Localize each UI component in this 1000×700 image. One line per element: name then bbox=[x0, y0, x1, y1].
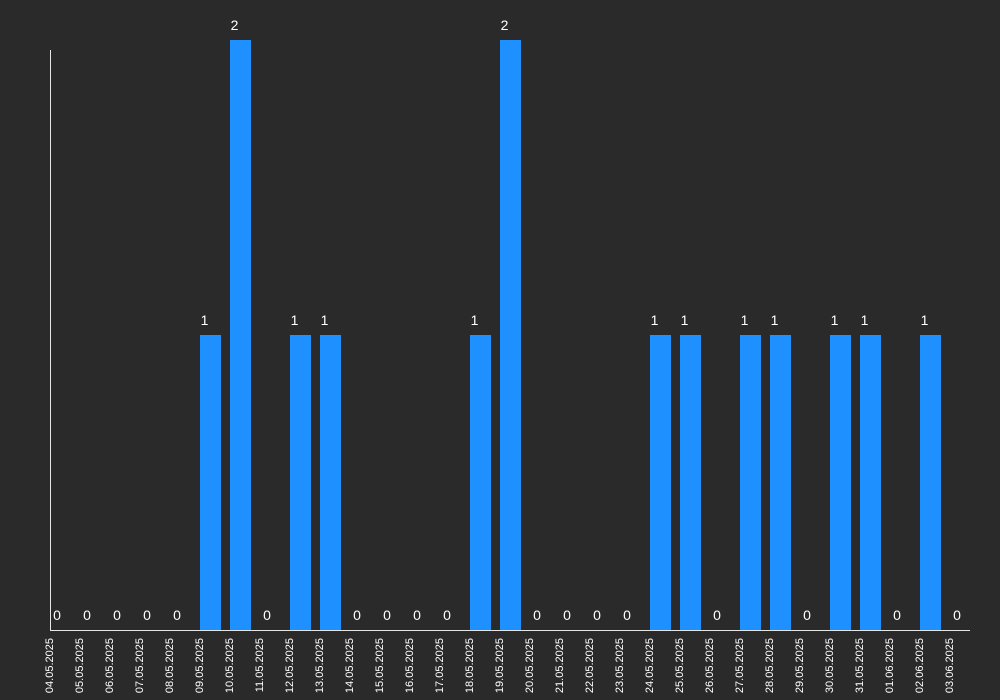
x-tick-labels-group: 04.05.2025 05.05.2025 06.05.2025 07.05.2025… bbox=[44, 638, 956, 693]
bar-31.05.2025 bbox=[860, 335, 881, 630]
x-tick-label-13.05.2025: 13.05.2025 bbox=[314, 638, 326, 693]
bar-24.05.2025 bbox=[650, 335, 671, 630]
bar-02.06.2025 bbox=[920, 335, 941, 630]
data-label-22.05.2025: 0 bbox=[593, 607, 601, 623]
bar-18.05.2025 bbox=[470, 335, 491, 630]
x-tick-label-03.06.2025: 03.06.2025 bbox=[944, 638, 956, 693]
x-tick-label-18.05.2025: 18.05.2025 bbox=[464, 638, 476, 693]
x-tick-label-08.05.2025: 08.05.2025 bbox=[164, 638, 176, 693]
x-tick-label-25.05.2025: 25.05.2025 bbox=[674, 638, 686, 693]
data-label-09.05.2025: 1 bbox=[201, 312, 209, 328]
data-label-15.05.2025: 0 bbox=[383, 607, 391, 623]
bar-27.05.2025 bbox=[740, 335, 761, 630]
data-label-30.05.2025: 1 bbox=[831, 312, 839, 328]
data-label-13.05.2025: 1 bbox=[321, 312, 329, 328]
bar-13.05.2025 bbox=[320, 335, 341, 630]
x-tick-label-21.05.2025: 21.05.2025 bbox=[554, 638, 566, 693]
bar-19.05.2025 bbox=[500, 40, 521, 630]
data-label-26.05.2025: 0 bbox=[713, 607, 721, 623]
data-label-20.05.2025: 0 bbox=[533, 607, 541, 623]
x-tick-label-19.05.2025: 19.05.2025 bbox=[494, 638, 506, 693]
x-tick-label-01.06.2025: 01.06.2025 bbox=[884, 638, 896, 693]
data-label-27.05.2025: 1 bbox=[741, 312, 749, 328]
x-tick-label-29.05.2025: 29.05.2025 bbox=[794, 638, 806, 693]
data-label-01.06.2025: 0 bbox=[893, 607, 901, 623]
data-label-07.05.2025: 0 bbox=[143, 607, 151, 623]
x-tick-label-30.05.2025: 30.05.2025 bbox=[824, 638, 836, 693]
data-label-02.06.2025: 1 bbox=[921, 312, 929, 328]
x-tick-label-20.05.2025: 20.05.2025 bbox=[524, 638, 536, 693]
x-tick-label-23.05.2025: 23.05.2025 bbox=[614, 638, 626, 693]
x-tick-label-10.05.2025: 10.05.2025 bbox=[224, 638, 236, 693]
x-tick-label-26.05.2025: 26.05.2025 bbox=[704, 638, 716, 693]
x-tick-label-11.05.2025: 11.05.2025 bbox=[254, 638, 266, 692]
bar-12.05.2025 bbox=[290, 335, 311, 630]
data-label-28.05.2025: 1 bbox=[771, 312, 779, 328]
bar-25.05.2025 bbox=[680, 335, 701, 630]
data-label-31.05.2025: 1 bbox=[861, 312, 869, 328]
x-tick-label-09.05.2025: 09.05.2025 bbox=[194, 638, 206, 693]
x-tick-label-28.05.2025: 28.05.2025 bbox=[764, 638, 776, 693]
data-label-23.05.2025: 0 bbox=[623, 607, 631, 623]
x-tick-label-15.05.2025: 15.05.2025 bbox=[374, 638, 386, 693]
x-tick-label-12.05.2025: 12.05.2025 bbox=[284, 638, 296, 693]
data-label-16.05.2025: 0 bbox=[413, 607, 421, 623]
data-label-21.05.2025: 0 bbox=[563, 607, 571, 623]
data-label-03.06.2025: 0 bbox=[953, 607, 961, 623]
data-label-04.05.2025: 0 bbox=[53, 607, 61, 623]
data-label-19.05.2025: 2 bbox=[501, 17, 509, 33]
data-label-12.05.2025: 1 bbox=[291, 312, 299, 328]
data-label-17.05.2025: 0 bbox=[443, 607, 451, 623]
bar-10.05.2025 bbox=[230, 40, 251, 630]
x-tick-label-17.05.2025: 17.05.2025 bbox=[434, 638, 446, 693]
x-tick-label-06.05.2025: 06.05.2025 bbox=[104, 638, 116, 693]
x-tick-label-07.05.2025: 07.05.2025 bbox=[134, 638, 146, 693]
data-label-11.05.2025: 0 bbox=[263, 607, 271, 623]
bar-28.05.2025 bbox=[770, 335, 791, 630]
x-tick-label-31.05.2025: 31.05.2025 bbox=[854, 638, 866, 693]
x-tick-label-14.05.2025: 14.05.2025 bbox=[344, 638, 356, 693]
data-label-18.05.2025: 1 bbox=[471, 312, 479, 328]
data-label-14.05.2025: 0 bbox=[353, 607, 361, 623]
x-tick-label-16.05.2025: 16.05.2025 bbox=[404, 638, 416, 693]
data-label-25.05.2025: 1 bbox=[681, 312, 689, 328]
data-labels-group: 0 0 0 0 0 1 2 0 1 1 0 0 0 0 1 2 0 0 0 0 1 1 0 1 1 0 1 1 0 1 0 bbox=[53, 17, 961, 623]
x-tick-label-24.05.2025: 24.05.2025 bbox=[644, 638, 656, 693]
data-label-08.05.2025: 0 bbox=[173, 607, 181, 623]
x-tick-label-04.05.2025: 04.05.2025 bbox=[44, 638, 56, 693]
bar-09.05.2025 bbox=[200, 335, 221, 630]
x-tick-label-05.05.2025: 05.05.2025 bbox=[74, 638, 86, 693]
data-label-10.05.2025: 2 bbox=[231, 17, 239, 33]
x-tick-label-02.06.2025: 02.06.2025 bbox=[914, 638, 926, 693]
x-tick-label-27.05.2025: 27.05.2025 bbox=[734, 638, 746, 693]
x-tick-label-22.05.2025: 22.05.2025 bbox=[584, 638, 596, 693]
bars-group bbox=[200, 40, 941, 630]
data-label-24.05.2025: 1 bbox=[651, 312, 659, 328]
data-label-06.05.2025: 0 bbox=[113, 607, 121, 623]
data-label-29.05.2025: 0 bbox=[803, 607, 811, 623]
data-label-05.05.2025: 0 bbox=[83, 607, 91, 623]
bar-30.05.2025 bbox=[830, 335, 851, 630]
